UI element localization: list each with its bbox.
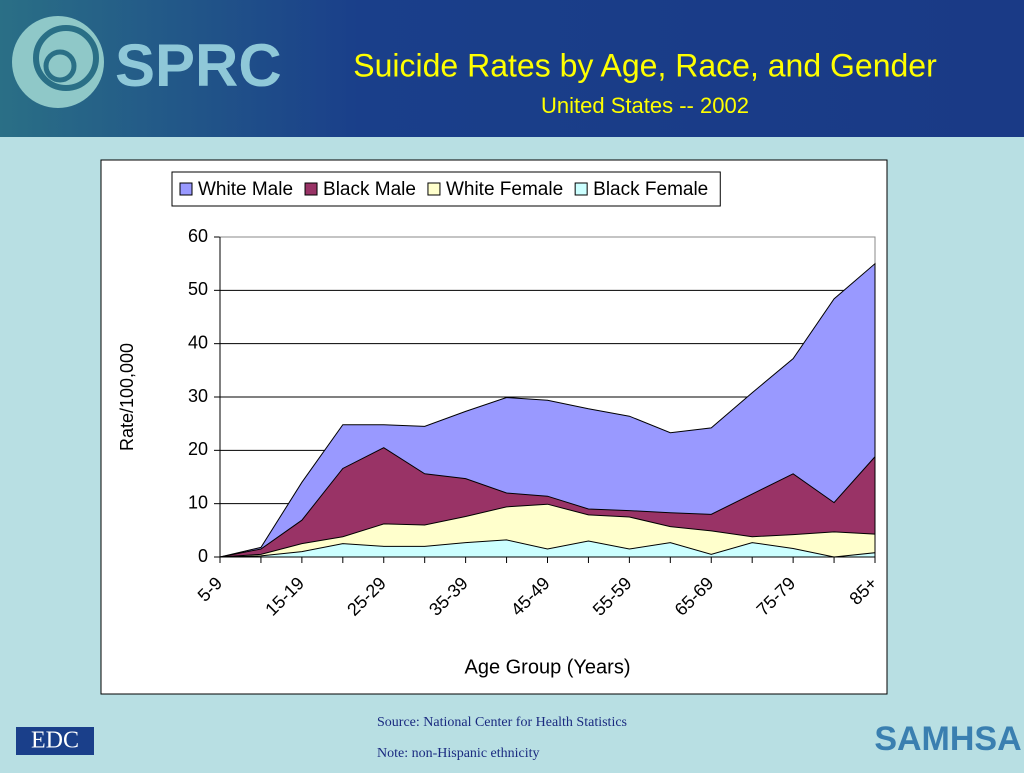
y-tick-label: 10 (188, 492, 208, 512)
legend-swatch (304, 182, 318, 196)
area (219, 503, 876, 558)
logo-text: SPRC (115, 32, 282, 99)
ethnicity-note: Note: non-Hispanic ethnicity (377, 746, 540, 761)
y-axis-label: Rate/100,000 (117, 343, 137, 451)
y-tick-label: 0 (198, 546, 208, 566)
samhsa-logo: SAMHSA (874, 720, 1021, 758)
legend-box (171, 171, 721, 207)
legend-label: Black Female (593, 179, 708, 200)
slide-subtitle: United States -- 2002 (541, 93, 749, 118)
logo-mark (12, 16, 104, 108)
legend-swatch (574, 182, 588, 196)
x-axis-label: Age Group (Years) (464, 656, 630, 678)
legend-swatch (427, 182, 441, 196)
header-band (0, 0, 1024, 137)
y-tick-label: 40 (188, 332, 208, 352)
y-tick-label: 50 (188, 279, 208, 299)
source-note: Source: National Center for Health Stati… (377, 715, 627, 730)
slide-title: Suicide Rates by Age, Race, and Gender (353, 47, 937, 83)
y-tick-label: 30 (188, 386, 208, 406)
edc-logo-box (16, 727, 94, 755)
y-tick-label: 60 (188, 226, 208, 246)
legend-swatch (179, 182, 193, 196)
legend-label: White Female (446, 179, 563, 200)
y-tick-label: 20 (188, 439, 208, 459)
edc-logo: EDC (31, 728, 79, 754)
legend-label: White Male (198, 179, 293, 200)
legend: White Male Black Male White Female Black Fe… (171, 171, 721, 207)
legend-label: Black Male (323, 179, 416, 200)
